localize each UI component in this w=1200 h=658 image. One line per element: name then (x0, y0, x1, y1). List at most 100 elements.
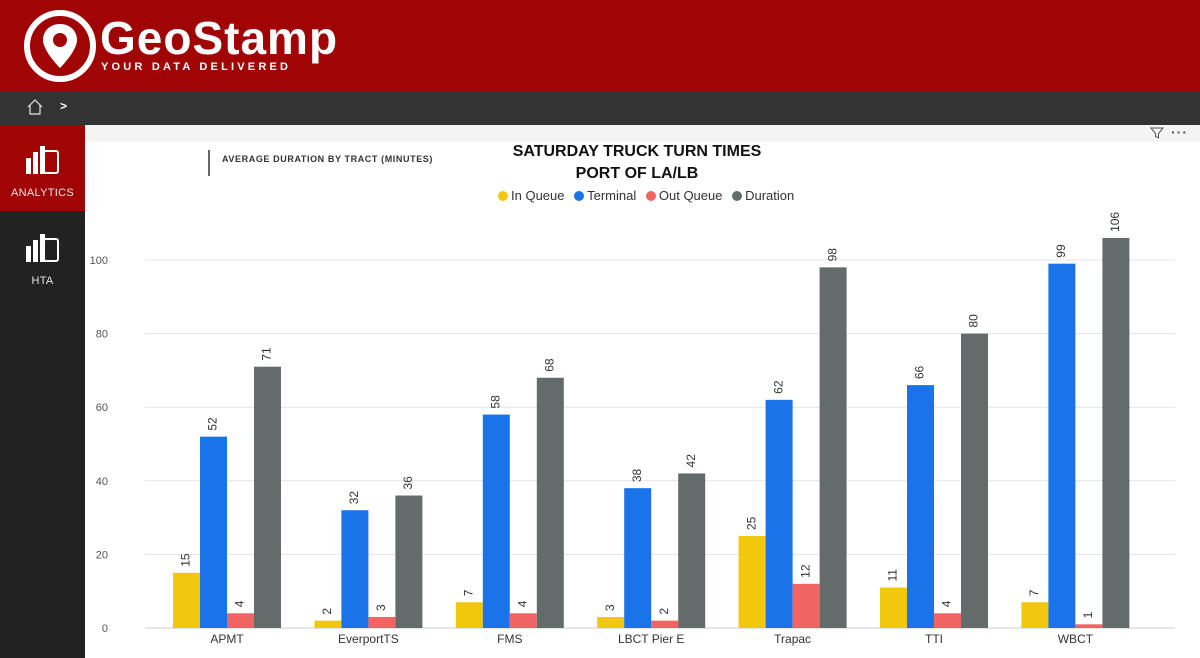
bar-out-queue[interactable] (651, 620, 679, 628)
data-label: 80 (967, 314, 981, 328)
chart-title-line1: SATURDAY TRUCK TURN TIMES (512, 143, 762, 160)
legend-dot (645, 191, 656, 201)
data-label: 4 (515, 600, 529, 607)
data-label: 7 (1027, 589, 1041, 596)
y-tick-label: 60 (96, 402, 108, 414)
x-tick-label: Trapac (774, 632, 811, 646)
bar-duration[interactable] (961, 333, 988, 628)
legend-item[interactable]: Out Queue (645, 188, 723, 203)
chart-title: SATURDAY TRUCK TURN TIMES PORT OF LA/LB (487, 141, 787, 185)
legend-label: Duration (745, 188, 795, 203)
bar-terminal[interactable] (907, 385, 934, 628)
data-label: 58 (488, 395, 502, 409)
bar-in-queue[interactable] (880, 587, 907, 628)
bar-terminal[interactable] (624, 488, 652, 628)
bar-out-queue[interactable] (934, 613, 961, 628)
bar-terminal[interactable] (341, 510, 369, 628)
bar-terminal[interactable] (200, 436, 227, 628)
data-label: 7 (461, 589, 475, 596)
legend-dot (574, 191, 585, 201)
bar-in-queue[interactable] (314, 620, 342, 628)
bar-out-queue[interactable] (509, 613, 537, 628)
data-label: 36 (401, 476, 415, 490)
data-label: 38 (630, 468, 644, 482)
bar-duration[interactable] (819, 267, 847, 628)
chart-legend: In Queue Terminal Out Queue Duration (498, 188, 800, 206)
bar-chart: 0204060801001552471APMT232336EverportTS7… (90, 212, 1175, 646)
x-tick-label: EverportTS (338, 632, 399, 646)
breadcrumb-bar: > (0, 91, 1200, 125)
data-label: 32 (347, 491, 361, 505)
bar-out-queue[interactable] (792, 583, 820, 628)
x-tick-label: LBCT Pier E (618, 632, 684, 646)
sidebar-item-label: HTA (31, 275, 54, 287)
data-label: 3 (603, 604, 617, 611)
y-tick-label: 80 (96, 329, 108, 341)
data-label: 11 (886, 569, 900, 582)
legend-item[interactable]: Terminal (574, 188, 636, 203)
legend-label: Terminal (587, 188, 637, 203)
bar-terminal[interactable] (482, 414, 510, 628)
bar-terminal[interactable] (765, 399, 793, 628)
analytics-icon (26, 234, 59, 262)
bar-duration[interactable] (678, 473, 706, 628)
data-label: 12 (798, 564, 812, 578)
bar-duration[interactable] (1102, 237, 1130, 629)
brand-tagline: YOUR DATA DELIVERED (101, 61, 292, 73)
y-tick-label: 0 (102, 623, 108, 635)
sidebar-item-hta[interactable]: HTA (0, 213, 85, 299)
x-tick-label: TTI (925, 632, 943, 646)
bar-in-queue[interactable] (1021, 602, 1049, 628)
report-subtitle: AVERAGE DURATION BY TRACT (MINUTES) (222, 154, 433, 164)
x-tick-label: FMS (497, 632, 522, 646)
legend-dot (732, 191, 743, 201)
legend-label: Out Queue (658, 188, 723, 203)
data-label: 98 (825, 248, 839, 262)
sidebar-item-label: ANALYTICS (10, 187, 74, 199)
data-label: 66 (913, 365, 927, 379)
more-options-icon[interactable]: ··· (1171, 124, 1188, 140)
data-label: 68 (542, 358, 556, 372)
data-label: 25 (744, 516, 758, 530)
y-tick-label: 100 (90, 255, 108, 267)
data-label: 42 (684, 454, 698, 468)
bar-duration[interactable] (536, 377, 564, 628)
bar-out-queue[interactable] (227, 613, 254, 628)
brand-name: GeoStamp (100, 12, 339, 64)
visual-header-strip (85, 125, 1200, 142)
home-icon[interactable] (25, 97, 45, 117)
app-header: GeoStamp YOUR DATA DELIVERED (0, 0, 1200, 91)
bar-in-queue[interactable] (173, 572, 200, 628)
data-label: 15 (179, 553, 193, 567)
bar-out-queue[interactable] (1075, 624, 1103, 628)
filter-icon[interactable] (1150, 126, 1164, 140)
bar-in-queue[interactable] (597, 616, 625, 628)
data-label: 106 (1108, 212, 1122, 232)
data-label: 99 (1054, 244, 1068, 258)
y-tick-label: 40 (96, 476, 108, 488)
sidebar-item-analytics[interactable]: ANALYTICS (0, 125, 85, 211)
y-tick-label: 20 (96, 549, 108, 561)
bar-terminal[interactable] (1048, 263, 1076, 628)
bar-duration[interactable] (254, 366, 281, 628)
location-pin-logo-icon (24, 10, 96, 82)
data-label: 2 (320, 608, 334, 615)
sidebar: ANALYTICS HTA (0, 125, 85, 658)
data-label: 71 (260, 347, 274, 361)
data-label: 62 (771, 380, 785, 394)
legend-label: In Queue (511, 188, 565, 203)
x-tick-label: APMT (210, 632, 244, 646)
legend-item[interactable]: In Queue (498, 188, 565, 203)
bar-in-queue[interactable] (738, 536, 766, 628)
bar-duration[interactable] (395, 495, 423, 628)
data-label: 2 (657, 608, 671, 615)
subtitle-divider (208, 150, 210, 176)
bar-out-queue[interactable] (368, 616, 396, 628)
legend-dot (498, 191, 508, 201)
breadcrumb-separator: > (60, 99, 68, 113)
data-label: 4 (233, 600, 247, 607)
bar-in-queue[interactable] (455, 602, 483, 628)
analytics-icon (26, 146, 59, 174)
legend-item[interactable]: Duration (732, 188, 794, 203)
data-label: 3 (374, 604, 388, 611)
